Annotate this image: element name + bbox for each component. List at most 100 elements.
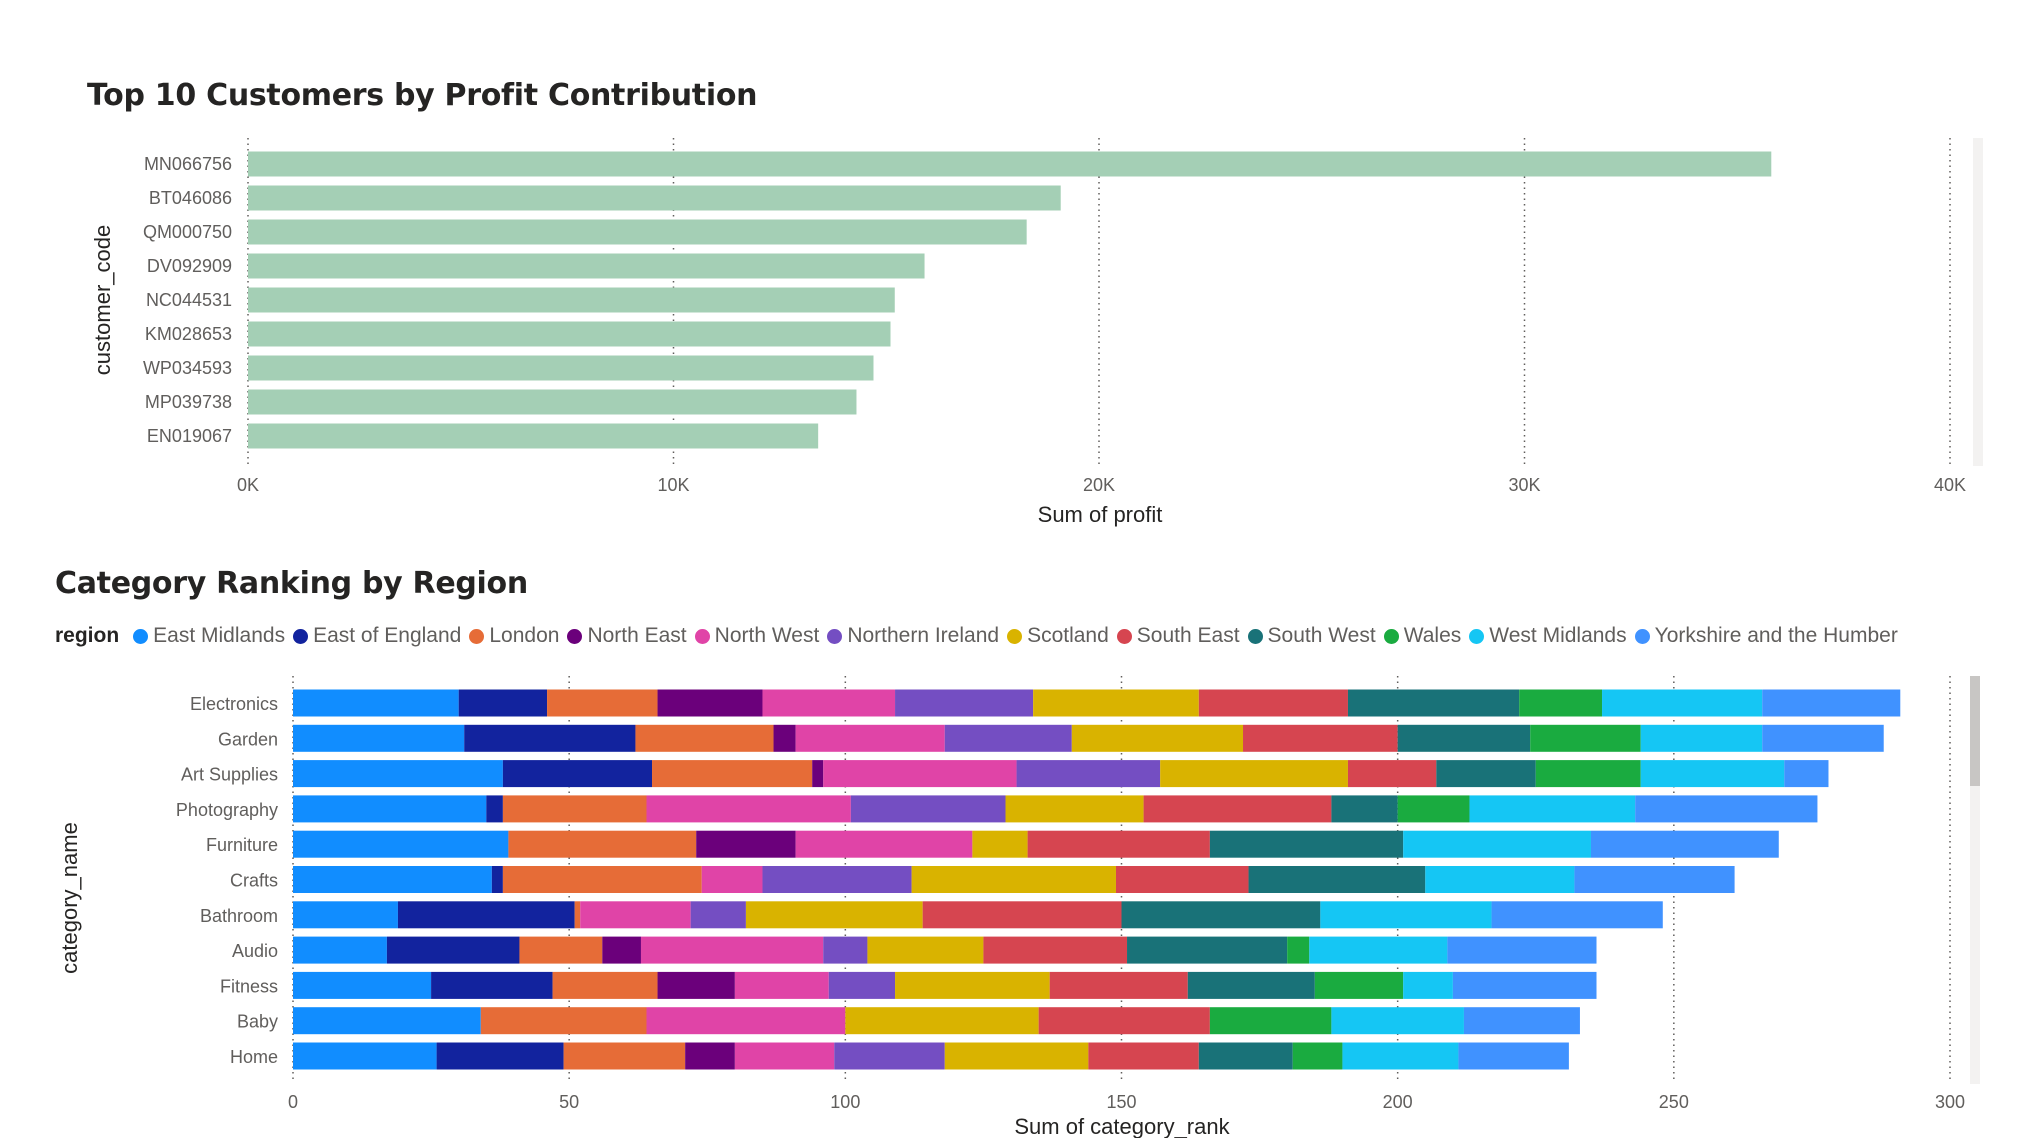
bar-segment[interactable] — [1469, 795, 1636, 823]
bar-segment[interactable] — [1209, 830, 1404, 858]
bar-segment[interactable] — [1292, 1042, 1343, 1070]
bar-segment[interactable] — [1590, 830, 1779, 858]
legend-item[interactable]: Northern Ireland — [827, 624, 999, 648]
bar-segment[interactable] — [293, 795, 487, 823]
legend-item[interactable]: East Midlands — [133, 624, 285, 648]
bar-segment[interactable] — [1342, 1042, 1459, 1070]
bar-segment[interactable] — [1088, 1042, 1199, 1070]
bar[interactable] — [248, 185, 1061, 211]
bar-segment[interactable] — [850, 795, 1006, 823]
bar-segment[interactable] — [464, 724, 636, 752]
legend-item[interactable]: Wales — [1383, 624, 1461, 648]
bar-segment[interactable] — [1640, 760, 1785, 788]
bar-segment[interactable] — [1463, 1007, 1580, 1035]
bar-segment[interactable] — [795, 724, 945, 752]
bar-segment[interactable] — [1160, 760, 1348, 788]
bar-segment[interactable] — [983, 936, 1128, 964]
bar-segment[interactable] — [293, 724, 465, 752]
scrollbar-track[interactable] — [1973, 138, 1983, 466]
legend-item[interactable]: South West — [1247, 624, 1376, 648]
bar-segment[interactable] — [1016, 760, 1161, 788]
bar-segment[interactable] — [1121, 901, 1321, 929]
bar-segment[interactable] — [1314, 971, 1404, 999]
bar-segment[interactable] — [1602, 689, 1763, 717]
bar-segment[interactable] — [293, 936, 387, 964]
bar-segment[interactable] — [972, 830, 1028, 858]
bar-segment[interactable] — [1071, 724, 1244, 752]
bar-segment[interactable] — [795, 830, 973, 858]
bar-segment[interactable] — [745, 901, 923, 929]
legend-item[interactable]: North West — [694, 624, 819, 648]
legend-item[interactable]: East of England — [293, 624, 461, 648]
bar-segment[interactable] — [458, 689, 548, 717]
bar-segment[interactable] — [1397, 724, 1531, 752]
bar-segment[interactable] — [563, 1042, 686, 1070]
scrollbar-thumb[interactable] — [1970, 676, 1980, 786]
scrollbar-track[interactable] — [1970, 676, 1980, 1084]
bar-segment[interactable] — [1331, 795, 1398, 823]
bar-segment[interactable] — [1287, 936, 1310, 964]
bar-segment[interactable] — [823, 936, 868, 964]
bar-segment[interactable] — [845, 1007, 1039, 1035]
bar-segment[interactable] — [293, 866, 492, 893]
bar-segment[interactable] — [1143, 795, 1332, 823]
bar-segment[interactable] — [1243, 724, 1398, 752]
bar-segment[interactable] — [1447, 936, 1597, 964]
bar-segment[interactable] — [1033, 689, 1199, 717]
bar-segment[interactable] — [944, 724, 1072, 752]
bar-segment[interactable] — [1519, 689, 1603, 717]
bar-segment[interactable] — [823, 760, 1017, 788]
bar-segment[interactable] — [1425, 866, 1575, 893]
bar-segment[interactable] — [1248, 866, 1426, 893]
legend-item[interactable]: West Midlands — [1469, 624, 1627, 648]
bar-segment[interactable] — [1403, 971, 1453, 999]
bar-segment[interactable] — [1491, 901, 1663, 929]
bar-segment[interactable] — [602, 936, 641, 964]
bar-segment[interactable] — [1005, 795, 1144, 823]
bar-segment[interactable] — [1574, 866, 1735, 893]
bar-segment[interactable] — [293, 1042, 437, 1070]
bar-segment[interactable] — [701, 866, 763, 893]
bar-segment[interactable] — [1038, 1007, 1210, 1035]
bar-segment[interactable] — [519, 936, 603, 964]
bar-segment[interactable] — [293, 1007, 481, 1035]
bar-segment[interactable] — [293, 760, 503, 788]
bar-segment[interactable] — [1309, 936, 1448, 964]
bar-segment[interactable] — [1320, 901, 1492, 929]
bar-segment[interactable] — [547, 689, 658, 717]
bar-segment[interactable] — [812, 760, 824, 788]
legend-item[interactable]: South East — [1116, 624, 1240, 648]
bar-segment[interactable] — [502, 866, 702, 893]
bar-segment[interactable] — [867, 936, 984, 964]
bar-segment[interactable] — [1347, 760, 1437, 788]
legend-item[interactable]: London — [469, 624, 559, 648]
bar-segment[interactable] — [1452, 971, 1597, 999]
bar[interactable] — [248, 423, 819, 449]
bar-segment[interactable] — [1127, 936, 1288, 964]
bar-segment[interactable] — [1198, 689, 1348, 717]
bar[interactable] — [248, 151, 1772, 177]
bar-segment[interactable] — [480, 1007, 647, 1035]
bar-segment[interactable] — [1436, 760, 1536, 788]
bar[interactable] — [248, 389, 857, 415]
bar-segment[interactable] — [685, 1042, 735, 1070]
bar-segment[interactable] — [1403, 830, 1591, 858]
bar-segment[interactable] — [574, 901, 581, 929]
bar-segment[interactable] — [397, 901, 575, 929]
bar-segment[interactable] — [1027, 830, 1210, 858]
bar-segment[interactable] — [1458, 1042, 1569, 1070]
bar-segment[interactable] — [293, 689, 459, 717]
bar-segment[interactable] — [1784, 760, 1829, 788]
bar-segment[interactable] — [1209, 1007, 1332, 1035]
bar[interactable] — [248, 219, 1027, 245]
bar-segment[interactable] — [486, 795, 503, 823]
bar-segment[interactable] — [1187, 971, 1315, 999]
bar-segment[interactable] — [690, 901, 746, 929]
bar[interactable] — [248, 253, 925, 279]
bar-segment[interactable] — [834, 1042, 945, 1070]
bar-segment[interactable] — [1049, 971, 1188, 999]
bar-segment[interactable] — [762, 689, 896, 717]
legend-item[interactable]: North East — [567, 624, 687, 648]
bar-segment[interactable] — [640, 936, 824, 964]
bar-segment[interactable] — [293, 901, 398, 929]
